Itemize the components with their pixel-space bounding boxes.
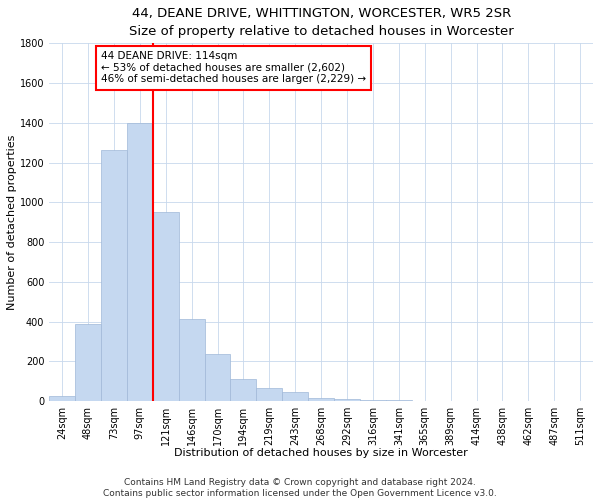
Bar (360, 400, 386, 401)
Bar (49, 396, 75, 401)
Text: Contains HM Land Registry data © Crown copyright and database right 2024.
Contai: Contains HM Land Registry data © Crown c… (103, 478, 497, 498)
Bar (256, 388, 282, 401)
Bar (153, 212, 179, 401)
Bar (282, 392, 308, 401)
Title: 44, DEANE DRIVE, WHITTINGTON, WORCESTER, WR5 2SR
Size of property relative to de: 44, DEANE DRIVE, WHITTINGTON, WORCESTER,… (129, 7, 514, 38)
Bar (386, 400, 412, 401)
Bar (205, 354, 230, 401)
Bar (75, 324, 101, 401)
Bar (334, 400, 360, 401)
Bar (127, 123, 153, 401)
Bar (230, 379, 256, 401)
Y-axis label: Number of detached properties: Number of detached properties (7, 134, 17, 310)
Bar (179, 318, 205, 401)
Bar (308, 398, 334, 401)
Bar (101, 150, 127, 401)
Text: 44 DEANE DRIVE: 114sqm
← 53% of detached houses are smaller (2,602)
46% of semi-: 44 DEANE DRIVE: 114sqm ← 53% of detached… (101, 51, 366, 84)
X-axis label: Distribution of detached houses by size in Worcester: Distribution of detached houses by size … (174, 448, 468, 458)
